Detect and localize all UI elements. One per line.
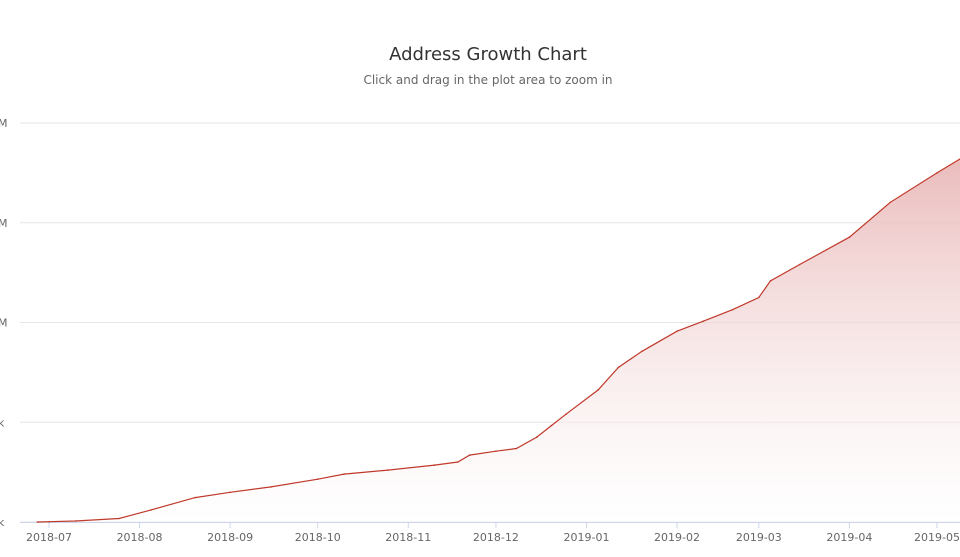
x-tick-label: 2018-11	[385, 531, 431, 544]
series-line	[37, 158, 960, 523]
data-point	[848, 236, 851, 238]
data-point	[316, 478, 319, 481]
data-point	[702, 320, 705, 323]
y-tick-label: M	[0, 117, 8, 130]
x-tick-label: 2018-09	[207, 531, 253, 544]
data-point	[641, 350, 643, 353]
y-tick-label: k	[0, 516, 5, 529]
data-point	[433, 464, 436, 466]
data-point	[565, 413, 567, 416]
data-point	[769, 280, 772, 282]
data-point	[536, 436, 538, 438]
series-layer	[36, 158, 960, 523]
x-axis	[20, 522, 960, 528]
x-tick-label: 2019-02	[654, 531, 700, 544]
data-point	[515, 447, 518, 450]
data-point	[457, 461, 459, 463]
chart-title: Address Growth Chart	[389, 44, 587, 65]
x-tick-label: 2018-07	[26, 531, 72, 544]
series-area	[37, 158, 960, 522]
data-point	[676, 330, 678, 333]
data-point	[597, 389, 599, 391]
data-point	[889, 201, 892, 204]
x-tick-label: 2019-01	[563, 531, 609, 544]
data-point	[343, 473, 345, 475]
y-tick-label: M	[0, 217, 8, 230]
x-tick-label: 2019-04	[826, 531, 872, 544]
y-tick-labels: k k M M M	[0, 117, 8, 529]
data-point	[387, 469, 389, 471]
data-point	[495, 450, 497, 453]
y-tick-label: M	[0, 317, 8, 330]
data-point	[118, 517, 120, 520]
data-point	[731, 308, 734, 311]
chart-subtitle: Click and drag in the plot area to zoom …	[363, 73, 613, 87]
data-point	[758, 296, 760, 299]
data-point	[48, 520, 50, 523]
x-tick-label: 2018-12	[473, 531, 519, 544]
y-tick-label: k	[0, 416, 5, 429]
data-point	[36, 521, 39, 523]
x-tick-label: 2019-05	[914, 531, 960, 544]
data-point	[936, 172, 938, 174]
x-tick-labels: 2018-07 2018-08 2018-09 2018-10 2018-11 2018-…	[26, 531, 960, 544]
data-point	[229, 491, 231, 494]
x-tick-label: 2019-03	[736, 531, 782, 544]
x-tick-label: 2018-08	[117, 531, 163, 544]
data-point	[194, 496, 196, 499]
data-point	[150, 509, 152, 511]
data-point	[798, 263, 801, 266]
data-point	[270, 486, 272, 488]
data-point	[468, 454, 471, 456]
data-point	[550, 424, 553, 427]
x-tick-label: 2018-10	[295, 531, 341, 544]
data-point	[617, 366, 620, 369]
data-point	[74, 520, 77, 522]
